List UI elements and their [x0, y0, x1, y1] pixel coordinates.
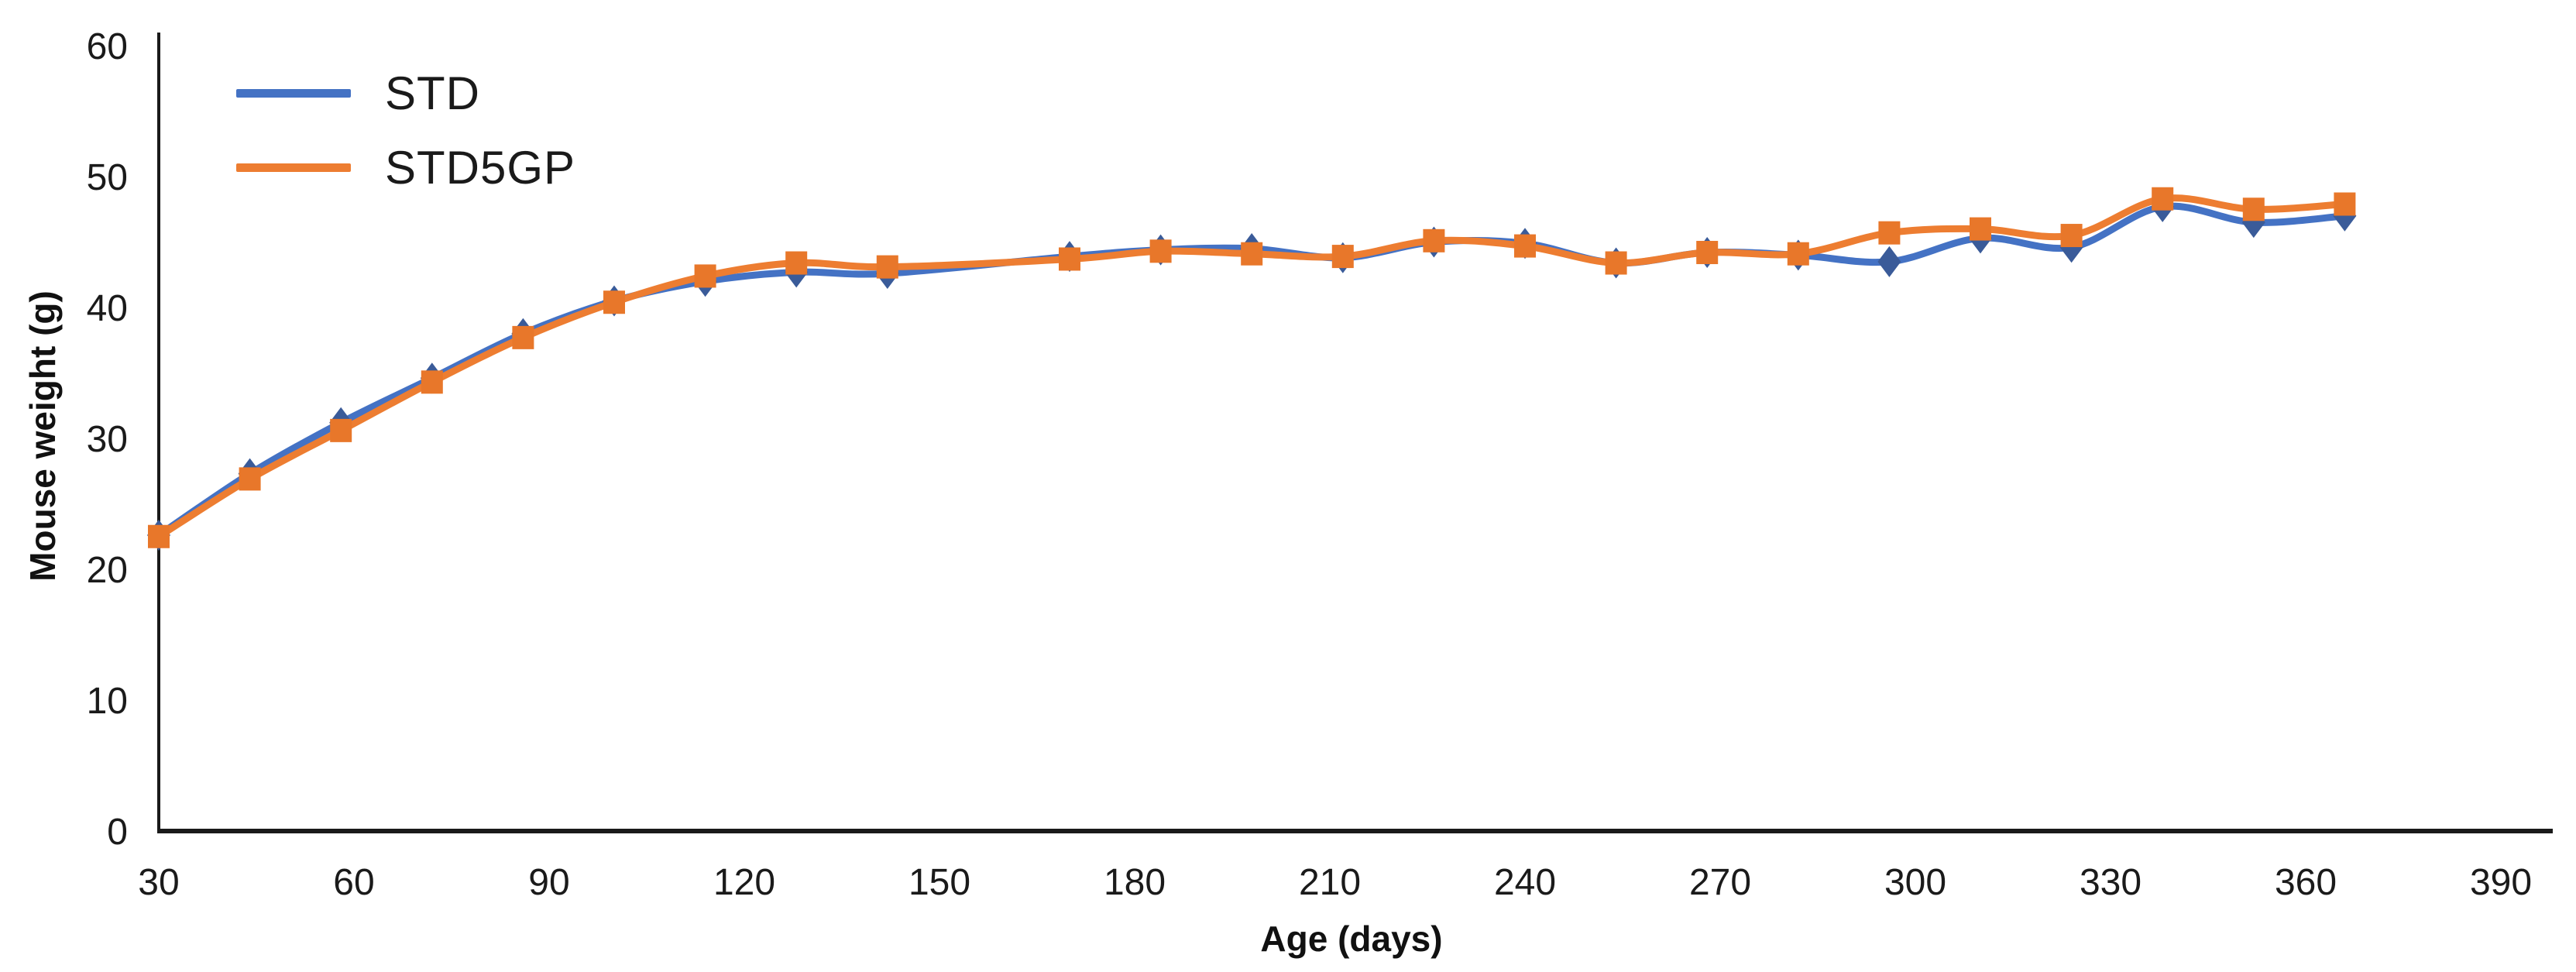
marker-std5gp	[1331, 245, 1354, 269]
marker-std5gp	[2060, 224, 2083, 248]
x-tick-label: 180	[1104, 862, 1166, 903]
x-tick-label: 90	[528, 862, 569, 903]
marker-std5gp	[1423, 228, 1445, 252]
marker-std5gp	[694, 264, 716, 288]
legend: STD STD5GP	[236, 56, 575, 204]
marker-std5gp	[239, 467, 261, 491]
legend-item-std5gp: STD5GP	[236, 130, 575, 204]
x-tick-label: 270	[1689, 862, 1751, 903]
x-axis-title: Age (days)	[1260, 919, 1443, 959]
marker-std5gp	[1970, 217, 1991, 241]
y-tick-label: 10	[87, 681, 128, 722]
x-tick-label: 120	[713, 862, 775, 903]
marker-std5gp	[1241, 242, 1263, 266]
x-tick-label: 240	[1494, 862, 1556, 903]
legend-swatch-std	[236, 88, 351, 98]
x-tick-label: 30	[138, 862, 179, 903]
marker-std5gp	[2242, 197, 2265, 222]
marker-std5gp	[1149, 239, 1172, 263]
marker-std5gp	[2152, 187, 2174, 211]
marker-std	[1877, 246, 1901, 277]
marker-std5gp	[1787, 242, 1809, 266]
marker-std5gp	[785, 251, 808, 275]
x-tick-label: 390	[2470, 862, 2532, 903]
marker-std5gp	[603, 290, 625, 314]
marker-std5gp	[1514, 234, 1536, 258]
marker-std5gp	[2334, 192, 2356, 216]
marker-std5gp	[1605, 251, 1627, 275]
marker-std5gp	[512, 325, 534, 349]
legend-item-std: STD	[236, 56, 575, 130]
legend-label-std: STD	[385, 67, 480, 119]
legend-label-std5gp: STD5GP	[385, 141, 576, 194]
x-tick-label: 360	[2275, 862, 2337, 903]
y-tick-label: 50	[87, 157, 128, 198]
y-tick-label: 40	[87, 288, 128, 329]
marker-std5gp	[330, 418, 352, 442]
marker-std5gp	[1878, 221, 1901, 245]
y-tick-label: 30	[87, 419, 128, 460]
x-tick-label: 150	[908, 862, 970, 903]
x-tick-label: 60	[333, 862, 374, 903]
legend-swatch-std5gp	[236, 163, 351, 172]
y-tick-label: 0	[107, 812, 128, 853]
x-tick-label: 330	[2080, 862, 2142, 903]
y-tick-label: 60	[87, 26, 128, 67]
y-tick-label: 20	[87, 550, 128, 591]
y-axis-title: Mouse weight (g)	[22, 290, 63, 582]
marker-std5gp	[148, 524, 170, 548]
series-line-std	[155, 202, 2348, 539]
marker-std5gp	[421, 370, 443, 394]
marker-std5gp	[1696, 241, 1719, 265]
x-tick-label: 300	[1884, 862, 1946, 903]
marker-std5gp	[1059, 247, 1080, 271]
marker-std5gp	[876, 255, 898, 279]
x-tick-label: 210	[1299, 862, 1361, 903]
